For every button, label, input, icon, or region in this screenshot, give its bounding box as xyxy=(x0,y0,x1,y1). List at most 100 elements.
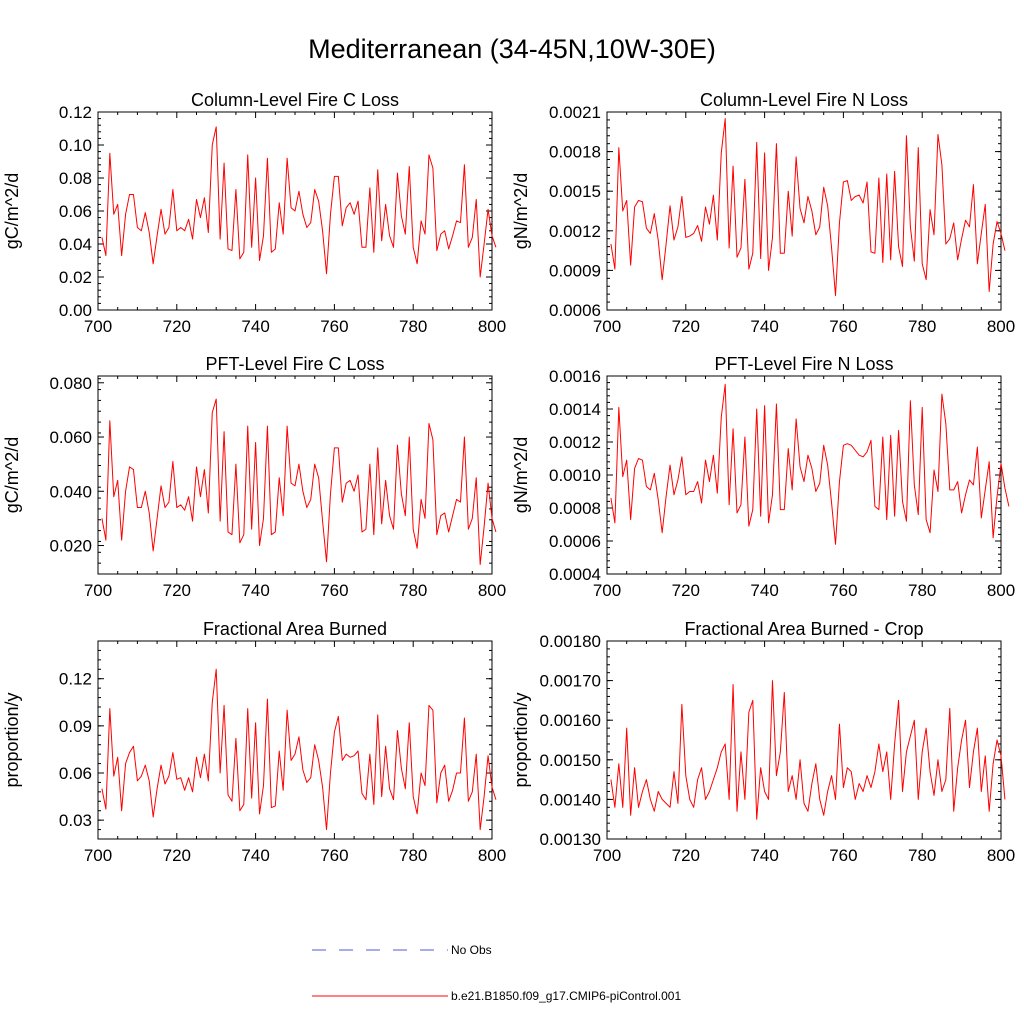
x-tick-label: 800 xyxy=(987,581,1015,600)
y-tick-label: 0.12 xyxy=(59,103,92,122)
y-tick-label: 0.020 xyxy=(49,537,92,556)
chart-panel-6: Fractional Area Burned - Crop 700 720 740 76… xyxy=(511,619,1015,865)
y-tick-label: 0.0021 xyxy=(549,103,601,122)
y-axis-label: gC/m^2/d xyxy=(2,437,22,513)
y-tick-label: 0.00170 xyxy=(540,672,601,691)
y-tick-label: 0.00160 xyxy=(540,711,601,730)
y-tick-label: 0.0016 xyxy=(549,367,601,386)
x-tick-label: 800 xyxy=(478,581,506,600)
y-tick-label: 0.0004 xyxy=(549,565,601,584)
x-tick-label: 700 xyxy=(593,581,621,600)
series-line xyxy=(610,118,1006,296)
page-title: Mediterranean (34-45N,10W-30E) xyxy=(308,34,716,64)
y-axis-label: gN/m^2/d xyxy=(511,437,531,513)
legend: No Obs b.e21.B1850.f09_g17.CMIP6-piContro… xyxy=(312,943,681,1003)
chart-panel-2: Column-Level Fire N Loss 700 720 740 760 780 8… xyxy=(511,90,1015,336)
x-tick-label: 800 xyxy=(987,317,1015,336)
x-tick-label: 760 xyxy=(320,317,348,336)
x-tick-label: 780 xyxy=(908,317,936,336)
x-tick-label: 800 xyxy=(987,846,1015,865)
chart-title: Fractional Area Burned - Crop xyxy=(684,619,923,639)
chart-title: PFT-Level Fire N Loss xyxy=(714,354,893,374)
y-tick-label: 0.00180 xyxy=(540,632,601,651)
y-tick-label: 0.0012 xyxy=(549,222,601,241)
x-tick-label: 700 xyxy=(84,846,112,865)
y-tick-label: 0.00130 xyxy=(540,830,601,849)
x-tick-label: 740 xyxy=(750,846,778,865)
y-tick-label: 0.0015 xyxy=(549,182,601,201)
y-axis-label: proportion/y xyxy=(511,692,531,787)
series-line xyxy=(610,680,1006,820)
y-tick-label: 0.00 xyxy=(59,301,92,320)
plot-frame xyxy=(97,640,493,840)
x-tick-label: 800 xyxy=(478,846,506,865)
x-tick-label: 700 xyxy=(84,317,112,336)
plot-frame xyxy=(606,640,1002,840)
y-tick-label: 0.060 xyxy=(49,428,92,447)
plot-frame xyxy=(606,111,1002,311)
y-tick-label: 0.00150 xyxy=(540,751,601,770)
x-tick-label: 720 xyxy=(672,581,700,600)
x-tick-label: 720 xyxy=(672,846,700,865)
legend-model-label: b.e21.B1850.f09_g17.CMIP6-piControl.001 xyxy=(451,989,681,1003)
x-tick-label: 760 xyxy=(320,581,348,600)
plot-frame xyxy=(97,375,493,575)
x-tick-label: 760 xyxy=(829,317,857,336)
x-tick-label: 720 xyxy=(163,581,191,600)
chart-panel-1: Column-Level Fire C Loss 700 720 740 760 780 8… xyxy=(2,90,506,336)
y-tick-label: 0.0012 xyxy=(549,433,601,452)
y-tick-label: 0.00140 xyxy=(540,790,601,809)
y-tick-label: 0.10 xyxy=(59,136,92,155)
y-tick-label: 0.0018 xyxy=(549,143,601,162)
y-tick-label: 0.03 xyxy=(59,811,92,830)
y-tick-label: 0.09 xyxy=(59,717,92,736)
x-tick-label: 800 xyxy=(478,317,506,336)
y-tick-label: 0.0006 xyxy=(549,532,601,551)
x-tick-label: 780 xyxy=(399,846,427,865)
series-line xyxy=(101,126,497,278)
y-tick-label: 0.0010 xyxy=(549,466,601,485)
x-tick-label: 740 xyxy=(241,317,269,336)
chart-panel-5: Fractional Area Burned 700 720 740 760 780 800… xyxy=(2,619,506,865)
y-tick-label: 0.0014 xyxy=(549,400,601,419)
chart-title: PFT-Level Fire C Loss xyxy=(205,354,384,374)
chart-title: Fractional Area Burned xyxy=(203,619,387,639)
series-line xyxy=(101,668,497,831)
x-tick-label: 720 xyxy=(163,846,191,865)
y-tick-label: 0.040 xyxy=(49,482,92,501)
y-tick-label: 0.06 xyxy=(59,764,92,783)
y-tick-label: 0.04 xyxy=(59,235,92,254)
chart-panel-3: PFT-Level Fire C Loss 700 720 740 760 780 800 0… xyxy=(2,354,506,600)
x-tick-label: 760 xyxy=(829,581,857,600)
x-tick-label: 780 xyxy=(399,317,427,336)
x-tick-label: 780 xyxy=(908,581,936,600)
y-axis-label: gC/m^2/d xyxy=(2,173,22,249)
chart-title: Column-Level Fire C Loss xyxy=(191,90,399,110)
y-tick-label: 0.0008 xyxy=(549,499,601,518)
x-tick-label: 740 xyxy=(241,581,269,600)
chart-title: Column-Level Fire N Loss xyxy=(700,90,908,110)
y-tick-label: 0.12 xyxy=(59,670,92,689)
x-tick-label: 740 xyxy=(750,317,778,336)
y-tick-label: 0.06 xyxy=(59,202,92,221)
x-tick-label: 700 xyxy=(593,317,621,336)
y-tick-label: 0.0006 xyxy=(549,301,601,320)
y-axis-label: gN/m^2/d xyxy=(511,173,531,249)
x-tick-label: 760 xyxy=(320,846,348,865)
x-tick-label: 780 xyxy=(399,581,427,600)
x-tick-label: 740 xyxy=(241,846,269,865)
series-line xyxy=(610,383,1010,545)
y-axis-label: proportion/y xyxy=(2,692,22,787)
x-tick-label: 700 xyxy=(84,581,112,600)
y-tick-label: 0.08 xyxy=(59,169,92,188)
x-tick-label: 720 xyxy=(672,317,700,336)
series-line xyxy=(101,398,497,566)
x-tick-label: 760 xyxy=(829,846,857,865)
x-tick-label: 700 xyxy=(593,846,621,865)
chart-panel-4: PFT-Level Fire N Loss 700 720 740 760 780 800 0… xyxy=(511,354,1015,600)
y-tick-label: 0.080 xyxy=(49,374,92,393)
y-tick-label: 0.0009 xyxy=(549,261,601,280)
x-tick-label: 740 xyxy=(750,581,778,600)
x-tick-label: 780 xyxy=(908,846,936,865)
